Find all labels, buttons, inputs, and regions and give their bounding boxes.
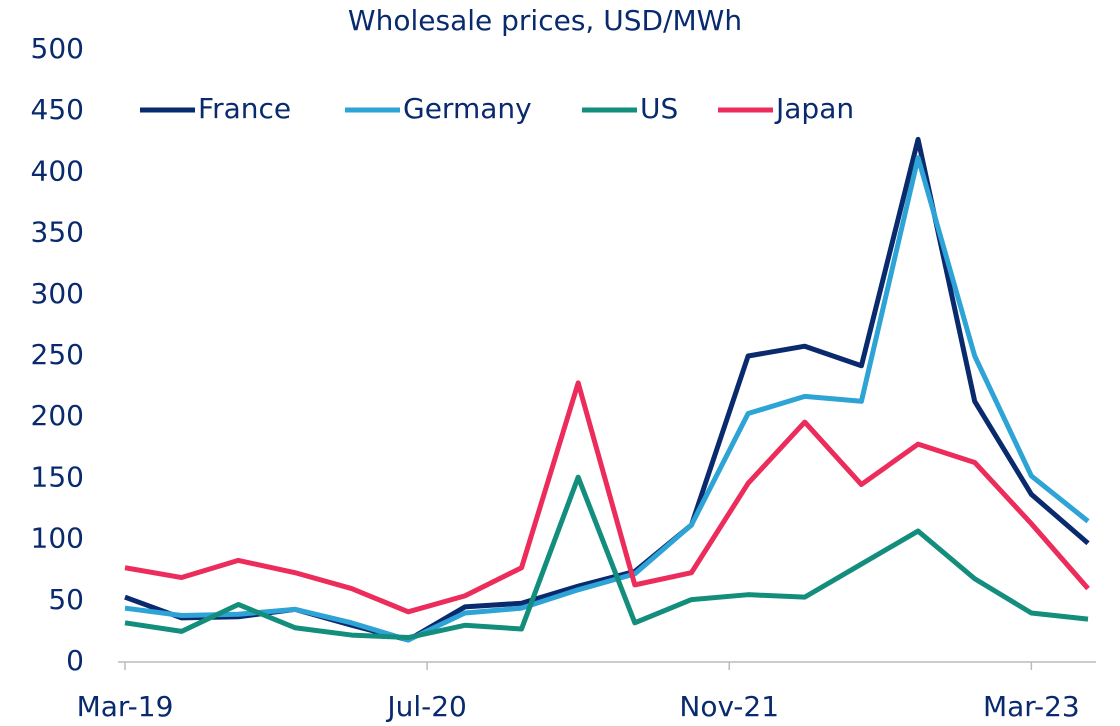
y-tick-label: 200 <box>31 399 84 432</box>
y-tick-label: 500 <box>31 32 84 65</box>
chart-title: Wholesale prices, USD/MWh <box>348 4 742 37</box>
series-line <box>124 380 1090 615</box>
legend-label: Japan <box>774 92 854 125</box>
y-tick-label: 0 <box>66 644 84 677</box>
legend-label: Germany <box>403 92 532 125</box>
y-tick-label: 450 <box>31 93 84 126</box>
x-tick-label: Jul-20 <box>385 690 467 723</box>
y-tick-label: 100 <box>31 522 84 555</box>
series-line <box>124 474 1089 641</box>
y-tick-label: 300 <box>31 277 84 310</box>
y-tick-label: 50 <box>48 583 84 616</box>
legend-label: US <box>640 92 678 125</box>
legend-label: France <box>198 92 291 125</box>
y-tick-label: 400 <box>31 154 84 187</box>
y-tick-label: 350 <box>31 216 84 249</box>
y-tick-label: 150 <box>31 460 84 493</box>
x-tick-label: Nov-21 <box>679 690 779 723</box>
y-tick-label: 250 <box>31 338 84 371</box>
series-line <box>124 155 1090 643</box>
x-tick-label: Mar-19 <box>77 690 174 723</box>
x-tick-label: Mar-23 <box>983 690 1080 723</box>
